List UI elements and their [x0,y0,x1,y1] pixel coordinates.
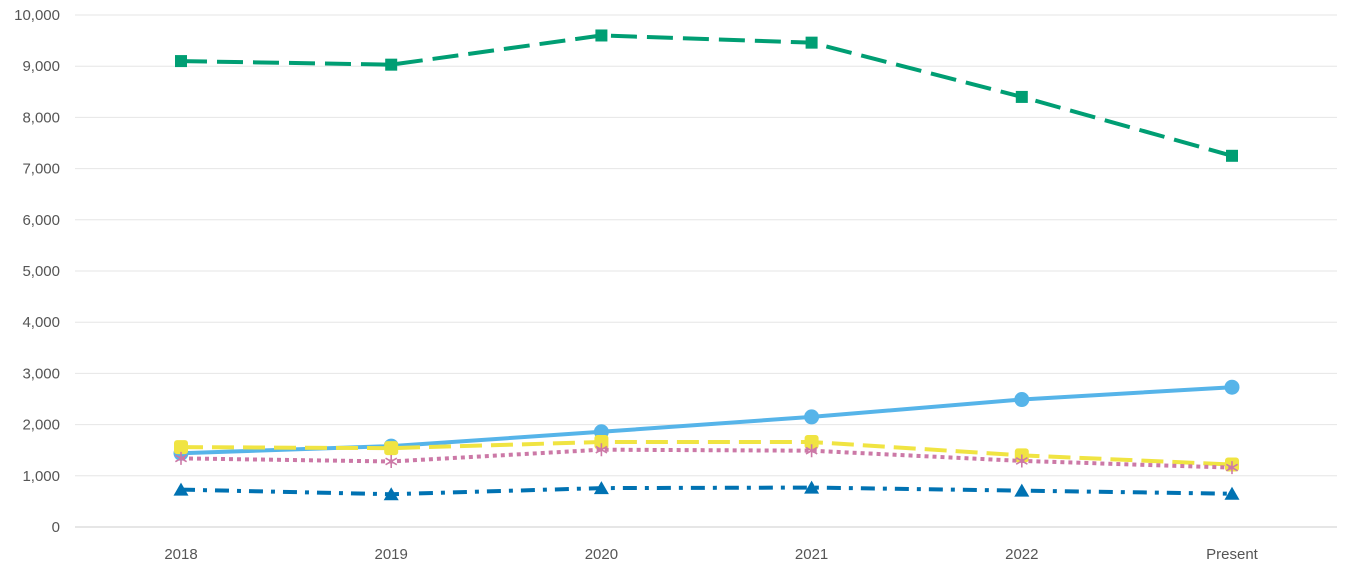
series-2 [174,435,1239,472]
series-line [180,447,1233,470]
y-tick-label: 6,000 [22,212,60,229]
x-tick-label: 2021 [795,546,828,563]
data-point [1014,392,1030,408]
series-1 [173,379,1240,461]
series-3 [174,443,1239,475]
y-tick-label: 8,000 [22,109,60,126]
series-4 [173,480,1240,501]
data-point [805,36,818,49]
series-lines [173,29,1240,501]
data-point [595,443,608,457]
y-tick-label: 2,000 [22,417,60,434]
x-tick-label: 2020 [585,546,618,563]
data-point [804,435,819,450]
data-point [1224,486,1240,500]
y-tick-label: 0 [52,519,60,536]
data-point [1015,90,1028,103]
data-point [385,454,398,468]
x-tick-label: Present [1206,546,1259,563]
data-point [804,409,820,425]
data-point [173,482,189,496]
data-point [804,480,820,494]
y-tick-label: 1,000 [22,468,60,485]
x-tick-label: 2022 [1005,546,1038,563]
x-tick-label: 2018 [164,546,197,563]
series-line [180,33,1233,158]
data-point [383,487,399,501]
y-tick-label: 7,000 [22,161,60,178]
data-point [594,435,609,450]
x-tick-label: 2019 [375,546,408,563]
data-point [1014,483,1030,497]
y-axis: 0 1,000 2,000 3,000 4,000 5,000 6,000 7,000 8,00… [14,7,60,536]
y-tick-label: 10,000 [14,7,60,24]
data-point [174,440,188,455]
series-line [180,440,1233,467]
y-tick-label: 4,000 [22,314,60,331]
data-point [175,55,187,68]
data-point [595,29,608,42]
y-tick-label: 5,000 [22,263,60,280]
data-point [385,58,398,71]
data-point [1224,379,1240,395]
series-0 [175,29,1238,162]
data-point [593,481,609,495]
series-line [180,485,1233,497]
x-axis: 2018 2019 2020 2021 2022 Present [75,526,1337,563]
y-tick-label: 3,000 [22,365,60,382]
data-point [1226,149,1238,162]
data-point [1015,454,1028,468]
y-tick-label: 9,000 [22,58,60,75]
data-point [805,444,818,458]
series-line [180,385,1233,456]
data-point [1225,461,1239,475]
data-point [174,451,188,465]
data-point [384,441,399,456]
grid-lines [75,14,1337,477]
